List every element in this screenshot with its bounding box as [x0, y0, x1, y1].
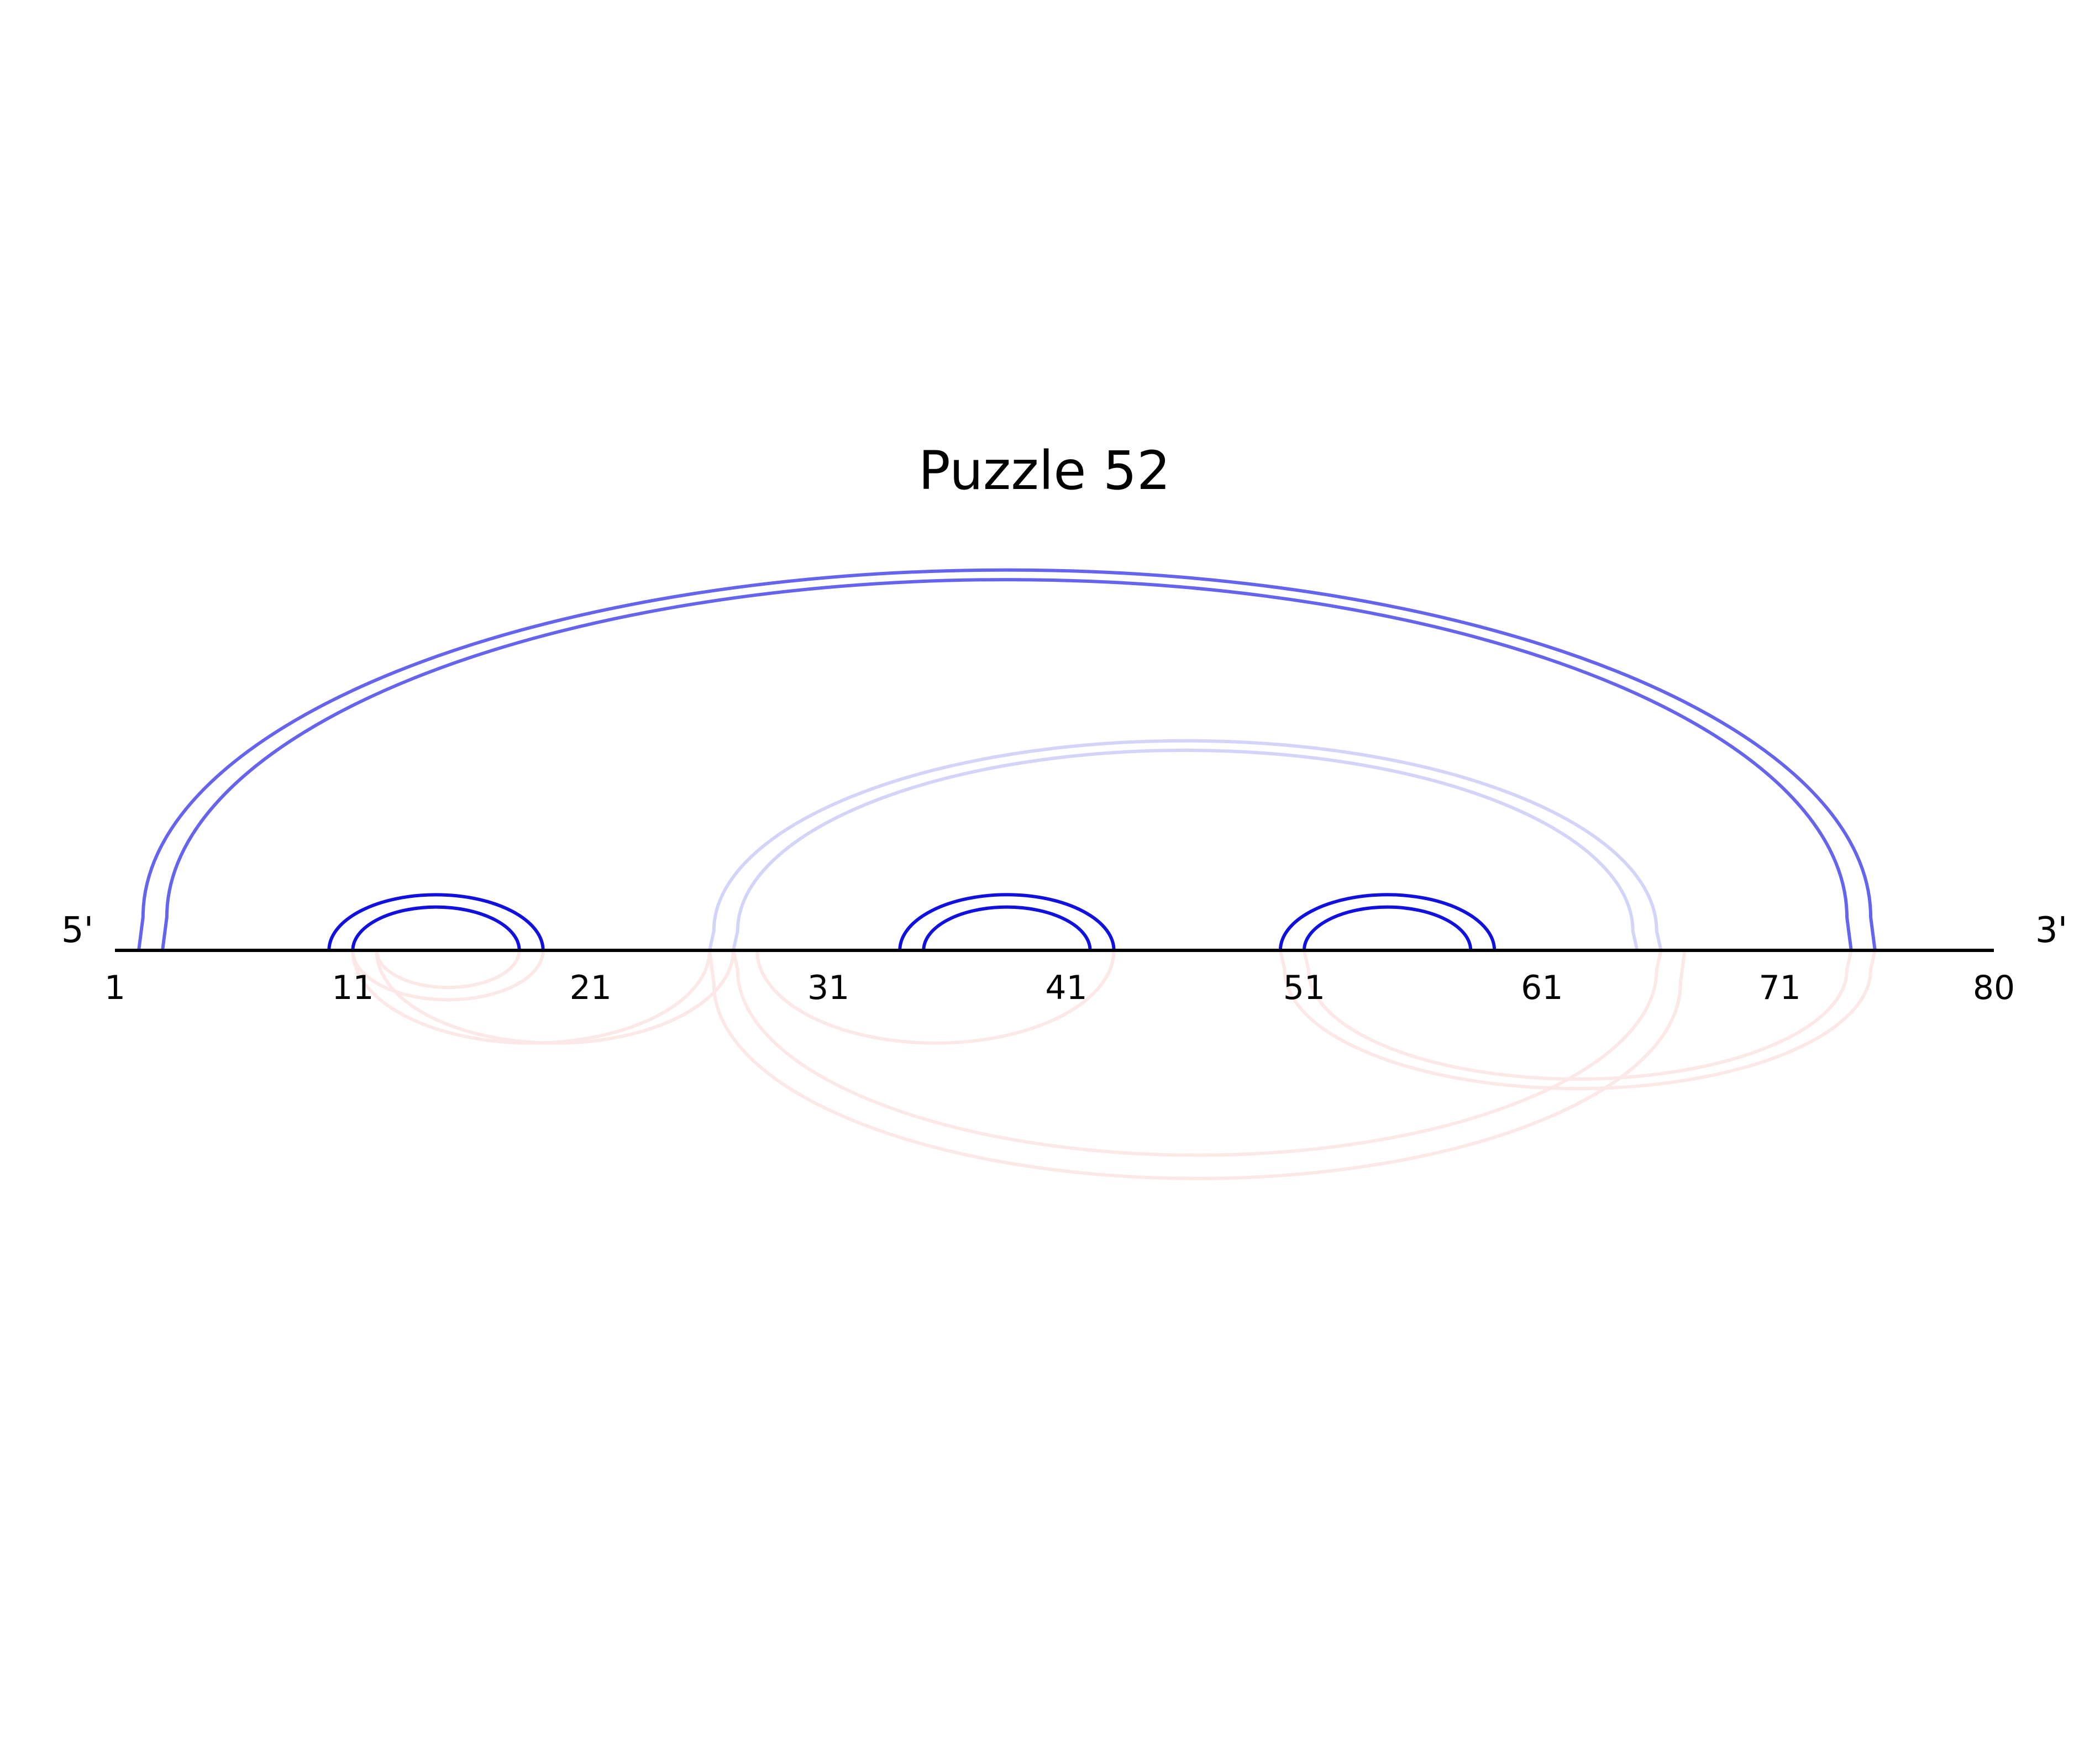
tick-label-61: 61 [1521, 969, 1563, 1007]
arc-below-11-26 [351, 950, 711, 1045]
arc-below-26-67 [707, 950, 1687, 1180]
arc-35-42 [922, 905, 1092, 951]
arc-below-50-75 [1278, 950, 1877, 1090]
diagram-title: Puzzle 52 [918, 440, 1170, 502]
tick-labels-group: 1 11 21 31 41 51 61 71 80 [104, 969, 2015, 1007]
arc-27-65 [732, 748, 1639, 951]
arcs-above-group [139, 570, 1875, 950]
arc-51-58 [1302, 906, 1473, 951]
tick-label-1: 1 [104, 969, 125, 1007]
five-prime-label: 5' [61, 910, 93, 951]
tick-label-71: 71 [1758, 969, 1800, 1007]
arc-34-43 [898, 893, 1116, 951]
arc-below-27-66 [732, 950, 1663, 1157]
tick-label-11: 11 [332, 969, 374, 1007]
tick-label-21: 21 [570, 969, 612, 1007]
arc-11-18 [351, 905, 521, 951]
arc-26-66 [708, 739, 1663, 951]
tick-label-31: 31 [807, 969, 849, 1007]
tick-label-51: 51 [1283, 969, 1325, 1007]
arc-below-28-43 [755, 950, 1116, 1044]
arc-50-59 [1278, 893, 1497, 951]
arc-below-12-18 [375, 950, 521, 990]
arc-below-11-19 [351, 950, 545, 1002]
arcs-below-group [351, 950, 1877, 1180]
tick-label-80: 80 [1973, 969, 2015, 1007]
arc-below-51-74 [1302, 950, 1853, 1081]
arc-below-12-27 [375, 950, 735, 1045]
three-prime-label: 3' [2035, 910, 2067, 951]
tick-label-41: 41 [1045, 969, 1087, 1007]
arc-10-19 [327, 893, 545, 951]
arc-3-74 [161, 577, 1853, 951]
